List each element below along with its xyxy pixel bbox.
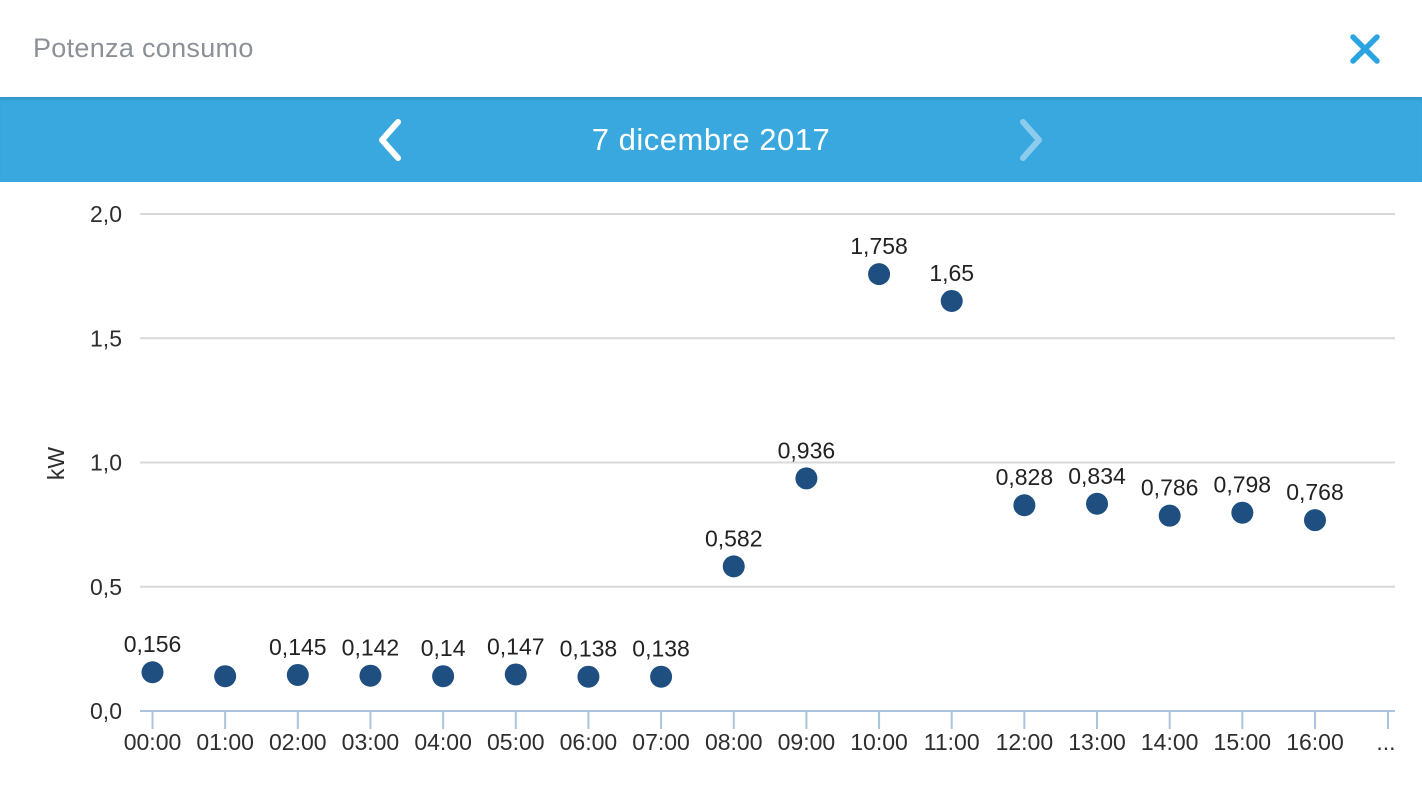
- data-point[interactable]: [286, 663, 309, 686]
- data-point-label: 0,138: [560, 636, 618, 662]
- chevron-right-icon: [1020, 118, 1042, 161]
- date-nav-bar: 7 dicembre 2017: [0, 97, 1422, 182]
- data-point[interactable]: [1303, 509, 1326, 532]
- x-tick-label: 03:00: [342, 729, 400, 755]
- data-point[interactable]: [722, 555, 745, 578]
- x-tick-label: 04:00: [414, 729, 472, 755]
- data-point[interactable]: [940, 289, 963, 312]
- data-point-label: 0,145: [269, 634, 327, 660]
- data-point-label: 0,142: [342, 635, 400, 661]
- data-point-label: 0,786: [1141, 475, 1199, 501]
- data-point[interactable]: [214, 665, 237, 688]
- data-point-label: 0,834: [1068, 463, 1126, 489]
- x-tick-label: 08:00: [705, 729, 763, 755]
- x-tick-label: 09:00: [778, 729, 836, 755]
- data-point-label: 0,798: [1214, 472, 1272, 498]
- data-point[interactable]: [141, 661, 164, 684]
- data-point[interactable]: [1158, 504, 1181, 527]
- data-point-label: 0,147: [487, 633, 545, 659]
- data-point-label: 1,758: [850, 233, 908, 259]
- x-tick-label: 14:00: [1141, 729, 1199, 755]
- date-label: 7 dicembre 2017: [591, 121, 831, 157]
- data-point[interactable]: [504, 663, 527, 686]
- data-point-label: 0,138: [632, 636, 690, 662]
- next-day-button[interactable]: [996, 97, 1066, 182]
- data-point[interactable]: [650, 665, 673, 688]
- y-tick-label: 0,5: [90, 574, 122, 600]
- x-tick-label: 13:00: [1068, 729, 1126, 755]
- data-point-label: 0,828: [996, 464, 1054, 490]
- x-tick-label: 16:00: [1286, 729, 1344, 755]
- data-point[interactable]: [795, 467, 818, 490]
- data-point-label: 0,768: [1286, 479, 1344, 505]
- data-point[interactable]: [1086, 492, 1109, 515]
- dialog-header: Potenza consumo: [0, 0, 1422, 97]
- x-tick-label: 00:00: [124, 729, 182, 755]
- x-tick-label-overflow: ...: [1376, 729, 1395, 755]
- y-tick-label: 0,0: [90, 698, 122, 724]
- close-icon: [1350, 33, 1380, 64]
- x-tick-label: 12:00: [996, 729, 1054, 755]
- dialog-title: Potenza consumo: [33, 33, 254, 63]
- x-tick-label: 11:00: [924, 729, 980, 755]
- data-point[interactable]: [1231, 501, 1254, 524]
- y-tick-label: 1,5: [90, 325, 122, 351]
- y-axis-title: kW: [43, 447, 69, 481]
- y-tick-label: 2,0: [90, 201, 122, 227]
- data-point-label: 0,936: [778, 437, 836, 463]
- x-tick-label: 01:00: [196, 729, 254, 755]
- data-point[interactable]: [1013, 494, 1036, 517]
- data-point-label: 0,14: [421, 635, 466, 661]
- data-point[interactable]: [359, 664, 382, 687]
- x-tick-label: 06:00: [560, 729, 618, 755]
- x-tick-label: 07:00: [632, 729, 690, 755]
- power-consumption-chart: 0,0 0,5 1,0 1,5 2,0 kW 00:00 01:00 02:00 03:00 04:…: [0, 182, 1422, 800]
- data-point[interactable]: [868, 263, 891, 286]
- x-tick-label: 02:00: [269, 729, 327, 755]
- y-tick-label: 1,0: [90, 450, 122, 476]
- chevron-left-icon: [379, 118, 401, 161]
- data-point-label: 1,65: [929, 260, 974, 286]
- x-tick-label: 10:00: [850, 729, 908, 755]
- x-tick-label: 15:00: [1214, 729, 1272, 755]
- x-tick-label: 05:00: [487, 729, 545, 755]
- data-point[interactable]: [577, 665, 600, 688]
- close-button[interactable]: [1343, 27, 1387, 71]
- scatter-chart-canvas: 0,0 0,5 1,0 1,5 2,0 kW 00:00 01:00 02:00 03:00 04:…: [43, 201, 1396, 755]
- data-point-label: 0,156: [124, 631, 182, 657]
- prev-day-button[interactable]: [355, 97, 425, 182]
- data-point-label: 0,582: [705, 525, 763, 551]
- data-point[interactable]: [432, 665, 455, 688]
